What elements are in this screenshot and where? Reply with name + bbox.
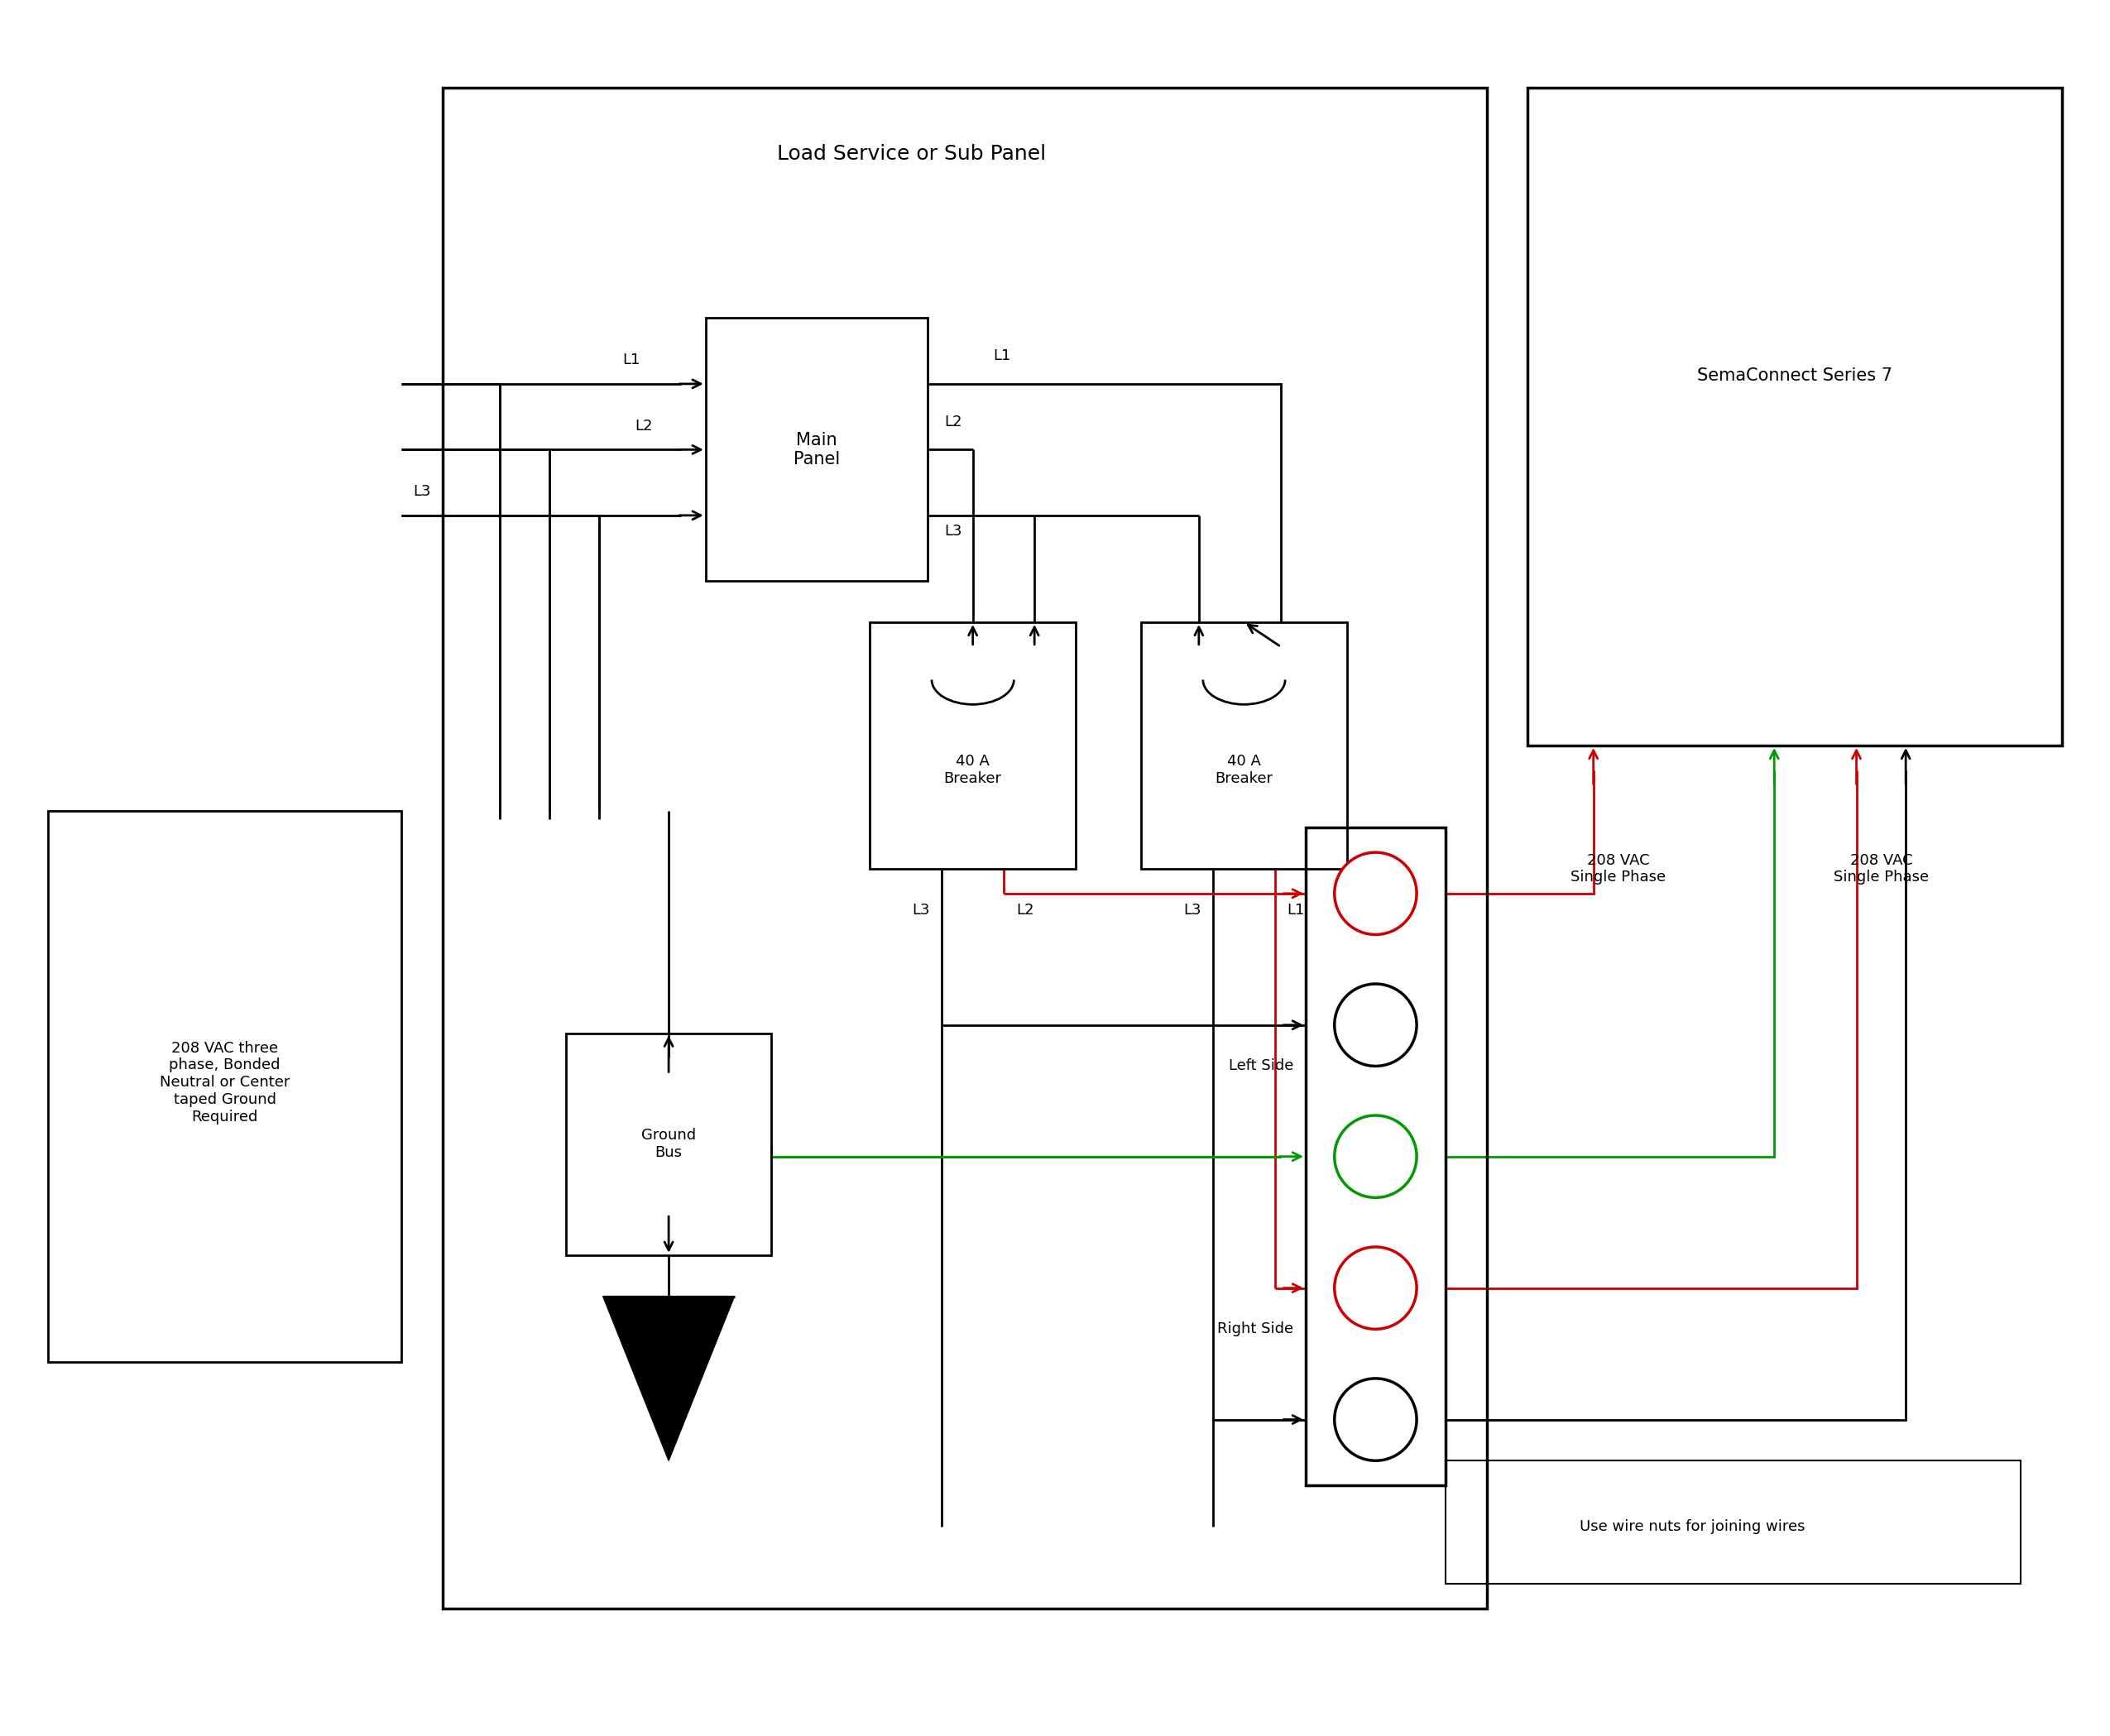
Text: L2: L2 — [1015, 903, 1034, 917]
Text: 208 VAC
Single Phase: 208 VAC Single Phase — [1570, 852, 1665, 885]
Text: L1: L1 — [994, 349, 1011, 363]
Bar — [1306, 828, 1445, 1486]
Text: L2: L2 — [635, 418, 652, 434]
Text: Left Side: Left Side — [1228, 1059, 1293, 1073]
Text: Use wire nuts for joining wires: Use wire nuts for joining wires — [1578, 1519, 1804, 1535]
Text: L3: L3 — [1184, 903, 1201, 917]
Text: 40 A
Breaker: 40 A Breaker — [1215, 753, 1272, 786]
Text: L3: L3 — [912, 903, 931, 917]
Bar — [869, 621, 1076, 868]
Circle shape — [1334, 852, 1416, 934]
Polygon shape — [603, 1297, 734, 1460]
Bar — [1142, 621, 1346, 868]
Bar — [1445, 1460, 2021, 1583]
Bar — [443, 89, 1488, 1609]
Circle shape — [1334, 1378, 1416, 1460]
Text: 208 VAC
Single Phase: 208 VAC Single Phase — [1834, 852, 1929, 885]
Bar — [49, 811, 401, 1363]
Text: Ground
Bus: Ground Bus — [641, 1128, 696, 1160]
Text: Main
Panel: Main Panel — [793, 432, 840, 467]
Circle shape — [1334, 1246, 1416, 1330]
Text: L1: L1 — [1287, 903, 1304, 917]
Text: L1: L1 — [622, 352, 641, 368]
Text: 40 A
Breaker: 40 A Breaker — [943, 753, 1002, 786]
Bar — [1528, 89, 2061, 745]
Circle shape — [1334, 1116, 1416, 1198]
Text: 208 VAC three
phase, Bonded
Neutral or Center
taped Ground
Required: 208 VAC three phase, Bonded Neutral or C… — [160, 1040, 289, 1125]
Text: SemaConnect Series 7: SemaConnect Series 7 — [1696, 368, 1893, 384]
Bar — [705, 318, 928, 582]
Text: Load Service or Sub Panel: Load Service or Sub Panel — [776, 144, 1047, 163]
Text: L2: L2 — [943, 415, 962, 429]
Text: L3: L3 — [414, 484, 430, 498]
Text: Right Side: Right Side — [1217, 1321, 1293, 1337]
Circle shape — [1334, 984, 1416, 1066]
Text: L3: L3 — [943, 524, 962, 538]
Bar — [565, 1033, 772, 1255]
